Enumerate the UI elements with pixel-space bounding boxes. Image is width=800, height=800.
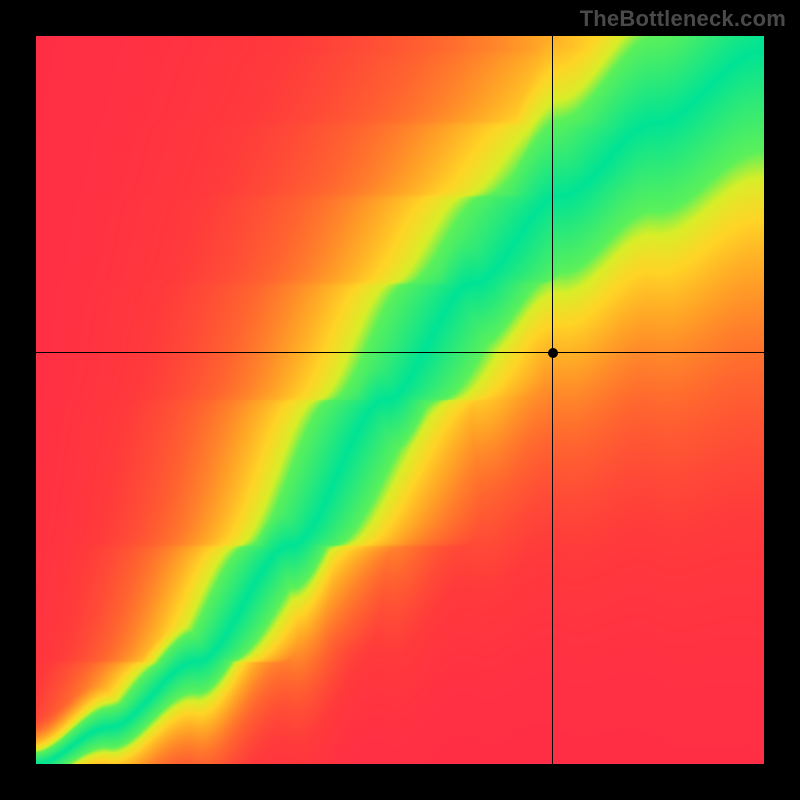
heatmap-canvas (36, 36, 764, 764)
plot-area (36, 36, 764, 764)
crosshair-marker (548, 348, 558, 358)
chart-container: TheBottleneck.com (0, 0, 800, 800)
crosshair-horizontal (36, 352, 764, 353)
crosshair-vertical (552, 36, 553, 764)
attribution-text: TheBottleneck.com (580, 6, 786, 32)
